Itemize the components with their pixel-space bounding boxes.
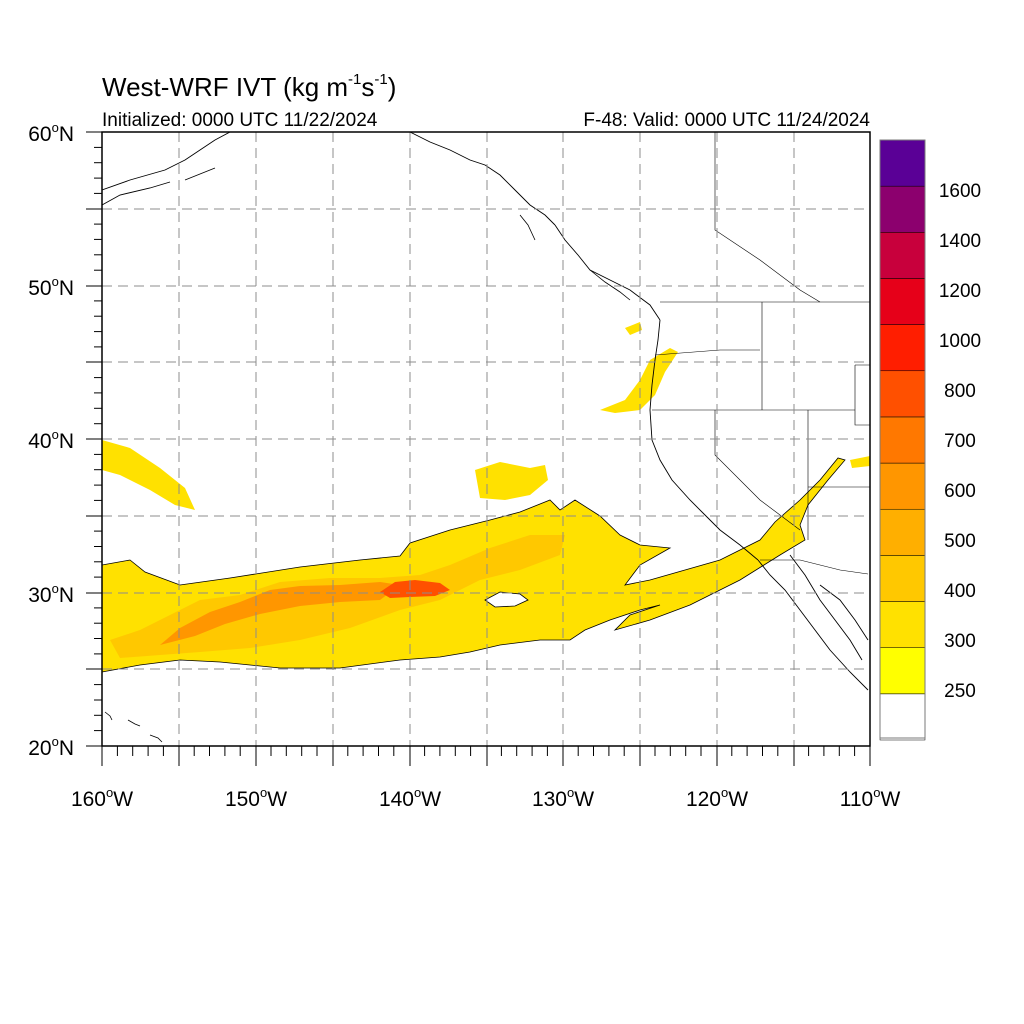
island-hawaii-2 [127, 719, 141, 727]
island-hawaii-1 [104, 711, 113, 721]
islands [104, 167, 631, 743]
lon-label-130: 130oW [532, 785, 594, 811]
colorbar-boxes [879, 139, 926, 741]
colorbar: 250 300 400 500 600 700 800 1000 1200 14… [879, 139, 981, 741]
lat-label-30: 30oN [28, 581, 74, 607]
island-vancouver [589, 269, 631, 301]
colorbar-label-1000: 1000 [939, 331, 981, 352]
coast-baja [757, 559, 869, 691]
colorbar-label-700: 700 [944, 431, 976, 452]
colorbar-box-12 [879, 139, 926, 187]
ivt-blob-wa [625, 322, 642, 335]
coast-alaska-gulf [409, 132, 556, 226]
border-us-mex [760, 559, 869, 575]
colorbar-box-5 [879, 462, 926, 510]
graticule [102, 132, 870, 746]
lon-label-120: 120oW [686, 785, 748, 811]
lon-label-160: 160oW [71, 785, 133, 811]
colorbar-label-600: 600 [944, 481, 976, 502]
colorbar-box-8 [879, 324, 926, 372]
lat-label-20: 20oN [28, 734, 74, 760]
border-ca-nv [714, 410, 801, 531]
colorbar-label-500: 500 [944, 531, 976, 552]
island-hawaii-3 [149, 734, 163, 743]
ivt-peak-zone [160, 582, 400, 645]
colorbar-box-9 [879, 278, 926, 325]
colorbar-box-11 [879, 185, 926, 233]
coast-alaska-peninsula [102, 132, 231, 191]
lon-label-150: 150oW [225, 785, 287, 811]
colorbar-box-3 [879, 555, 926, 602]
colorbar-box-10 [879, 232, 926, 279]
colorbar-box-1 [879, 647, 926, 695]
island-aleutian [184, 167, 216, 181]
lat-label-60: 60oN [28, 120, 74, 146]
lat-label-50: 50oN [28, 274, 74, 300]
coast-alaska-south [102, 181, 171, 206]
coastlines [102, 132, 869, 691]
ivt-shading [102, 322, 870, 673]
colorbar-label-250: 250 [944, 681, 976, 702]
coast-pacific-nw [649, 319, 759, 561]
colorbar-label-400: 400 [944, 581, 976, 602]
border-wa-or [654, 349, 760, 356]
colorbar-label-1400: 1400 [939, 231, 981, 252]
colorbar-label-300: 300 [944, 631, 976, 652]
ivt-blob-hawaii-north [102, 440, 195, 510]
colorbar-labels: 250 300 400 500 600 700 800 1000 1200 14… [939, 181, 981, 702]
ivt-blob-oregon [600, 348, 678, 413]
colorbar-box-4 [879, 508, 926, 556]
ivt-hole [484, 591, 529, 608]
colorbar-box-0 [879, 693, 926, 741]
colorbar-box-2 [879, 601, 926, 648]
colorbar-label-1600: 1600 [939, 181, 981, 202]
political-borders [652, 132, 870, 575]
latitude-labels: 60oN 50oN 40oN 30oN 20oN [28, 120, 74, 760]
colorbar-border [879, 139, 926, 739]
lon-label-140: 140oW [379, 785, 441, 811]
border-ut [854, 364, 870, 426]
island-haida-gwaii [519, 214, 536, 241]
initialized-label: Initialized: 0000 UTC 11/22/2024 [102, 110, 378, 131]
tick-marks [86, 131, 871, 766]
coast-bc [554, 224, 661, 321]
colorbar-box-6 [879, 416, 926, 464]
map-title: West-WRF IVT (kg m-1s-1) [102, 71, 397, 102]
longitude-labels: 160oW 150oW 140oW 130oW 120oW 110oW [71, 785, 901, 811]
lon-label-110: 110oW [840, 785, 901, 811]
valid-time-label: F-48: Valid: 0000 UTC 11/24/2024 [583, 110, 870, 131]
ivt-blob-east [850, 456, 870, 468]
minor-tick-marks [94, 146, 856, 756]
border-bc-alberta [714, 132, 821, 303]
colorbar-label-1200: 1200 [939, 281, 981, 302]
coast-gulf-california [789, 554, 863, 661]
ivt-blob-central [475, 462, 548, 500]
colorbar-box-7 [879, 370, 926, 418]
lat-label-40: 40oN [28, 427, 74, 453]
colorbar-label-800: 800 [944, 381, 976, 402]
